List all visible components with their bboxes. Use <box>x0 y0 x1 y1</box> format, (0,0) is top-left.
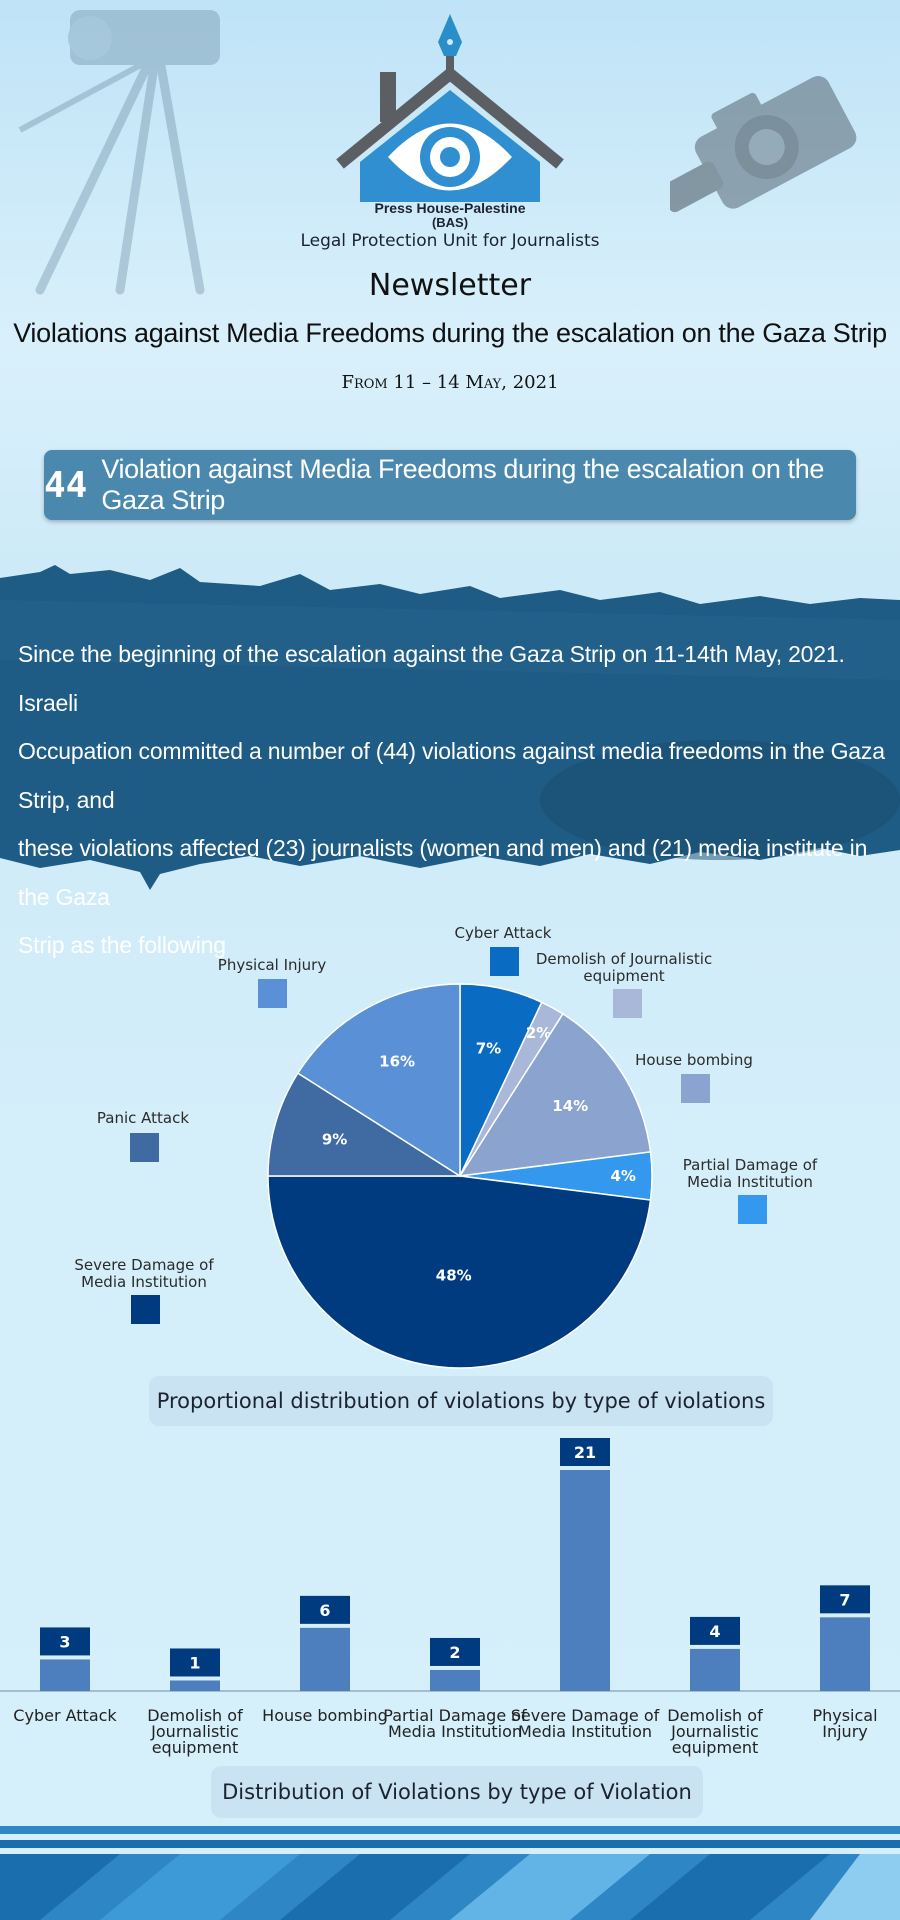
bar <box>430 1669 480 1691</box>
pie-legend-swatch <box>131 1295 160 1324</box>
bar-value: 1 <box>189 1653 200 1672</box>
banner-text: Violation against Media Freedoms during … <box>101 454 824 515</box>
intro-background <box>0 565 900 890</box>
pie-legend-swatch <box>490 947 519 976</box>
bar-category-label: Partial Damage of Media Institution <box>383 1706 527 1741</box>
intro-line: Strip as the following <box>18 932 226 958</box>
bar-value-badge <box>40 1627 90 1656</box>
pie-legend-swatch <box>681 1074 710 1103</box>
pie-legend-label: Partial Damage of Media Institution <box>683 1156 818 1191</box>
bar-category-label: Physical Injury <box>812 1706 877 1741</box>
pie-slice-value: 16% <box>379 1053 415 1071</box>
newsletter-subtitle: Violations against Media Freedoms during… <box>13 318 887 348</box>
pie-legend-label: Severe Damage of Media Institution <box>74 1256 214 1291</box>
bar-chart: 3 Cyber Attack 1 Demolish of Journalistic equ… <box>0 1438 900 1757</box>
pie-legend-label: Cyber Attack <box>455 924 552 942</box>
pie-slice-value: 4% <box>610 1167 635 1185</box>
bar-category-label: Demolish of Journalistic equipment <box>667 1706 763 1757</box>
header: Press House-Palestine (BAS) Legal Protec… <box>0 0 900 430</box>
bar <box>560 1470 610 1691</box>
violations-banner: 44 Violation against Media Freedoms duri… <box>44 450 856 520</box>
bar-value-badge <box>170 1648 220 1677</box>
pie-legend-label: House bombing <box>635 1051 753 1069</box>
pie-legend-swatch <box>613 989 642 1018</box>
violations-count: 44 <box>44 464 88 506</box>
bar-category-label: Demolish of Journalistic equipment <box>147 1706 243 1757</box>
bar-chart-title: Distribution of Violations by type of Vi… <box>211 1766 703 1818</box>
camera-icon <box>670 76 857 213</box>
bar-category-label: Severe Damage of Media Institution <box>511 1706 660 1741</box>
bar-value-badge <box>560 1438 610 1466</box>
bar-category-label: Cyber Attack <box>13 1706 117 1725</box>
pie-slice-value: 2% <box>526 1024 551 1042</box>
pie-legend-label: Demolish of Journalistic equipment <box>536 950 712 985</box>
org-abbrev: (BAS) <box>431 215 469 230</box>
bar <box>170 1680 220 1691</box>
bar-value: 2 <box>449 1643 460 1662</box>
bar-value-badge <box>300 1595 350 1624</box>
pie-legend-swatch <box>738 1195 767 1224</box>
bar-value: 7 <box>839 1590 850 1609</box>
org-name: Press House-Palestine <box>374 200 526 216</box>
date-range: From 11 – 14 May, 2021 <box>341 372 559 393</box>
pie-legend-label: Panic Attack <box>97 1109 189 1127</box>
pie-legend-swatch <box>258 979 287 1008</box>
newsletter-title: Newsletter <box>368 268 532 303</box>
bar-value: 21 <box>574 1443 596 1462</box>
pie-slice-value: 14% <box>552 1097 588 1115</box>
pie-slice-value: 9% <box>322 1131 347 1149</box>
intro-paragraph: Since the beginning of the escalation ag… <box>18 630 888 970</box>
bar-value: 3 <box>59 1632 70 1651</box>
camera-tripod-icon <box>18 10 220 295</box>
footer-stripes <box>0 1826 900 1920</box>
press-house-logo <box>336 14 564 202</box>
bar-value: 6 <box>319 1601 330 1620</box>
pie-chart: 7% 2% 14% 4% 48% 9% 16% Cyber Attack Demolish of… <box>74 924 818 1369</box>
bar-value-badge <box>690 1616 740 1645</box>
pie-slice-value: 7% <box>476 1040 501 1058</box>
pie-legend-label: Physical Injury <box>218 956 327 974</box>
intro-line: these violations affected (23) journalis… <box>18 835 868 910</box>
unit-name: Legal Protection Unit for Journalists <box>300 231 600 251</box>
intro-line: Since the beginning of the escalation ag… <box>18 641 845 716</box>
pie-chart-title: Proportional distribution of violations … <box>149 1376 773 1426</box>
bar-value-badge <box>430 1637 480 1666</box>
bar-value-badge <box>820 1585 870 1614</box>
bar-category-label: House bombing <box>262 1706 388 1725</box>
pie-slice <box>296 983 461 1178</box>
bar <box>300 1627 350 1691</box>
bar <box>820 1617 870 1691</box>
bar <box>40 1659 90 1691</box>
bar-value: 4 <box>709 1622 720 1641</box>
bar <box>690 1648 740 1691</box>
pie-slice <box>267 1072 463 1177</box>
pie-legend-swatch <box>130 1133 159 1162</box>
pie-slice-value: 48% <box>436 1267 472 1285</box>
pie-slice <box>458 1012 652 1177</box>
pie-slice <box>267 1175 652 1369</box>
intro-line: Occupation committed a number of (44) vi… <box>18 738 885 813</box>
